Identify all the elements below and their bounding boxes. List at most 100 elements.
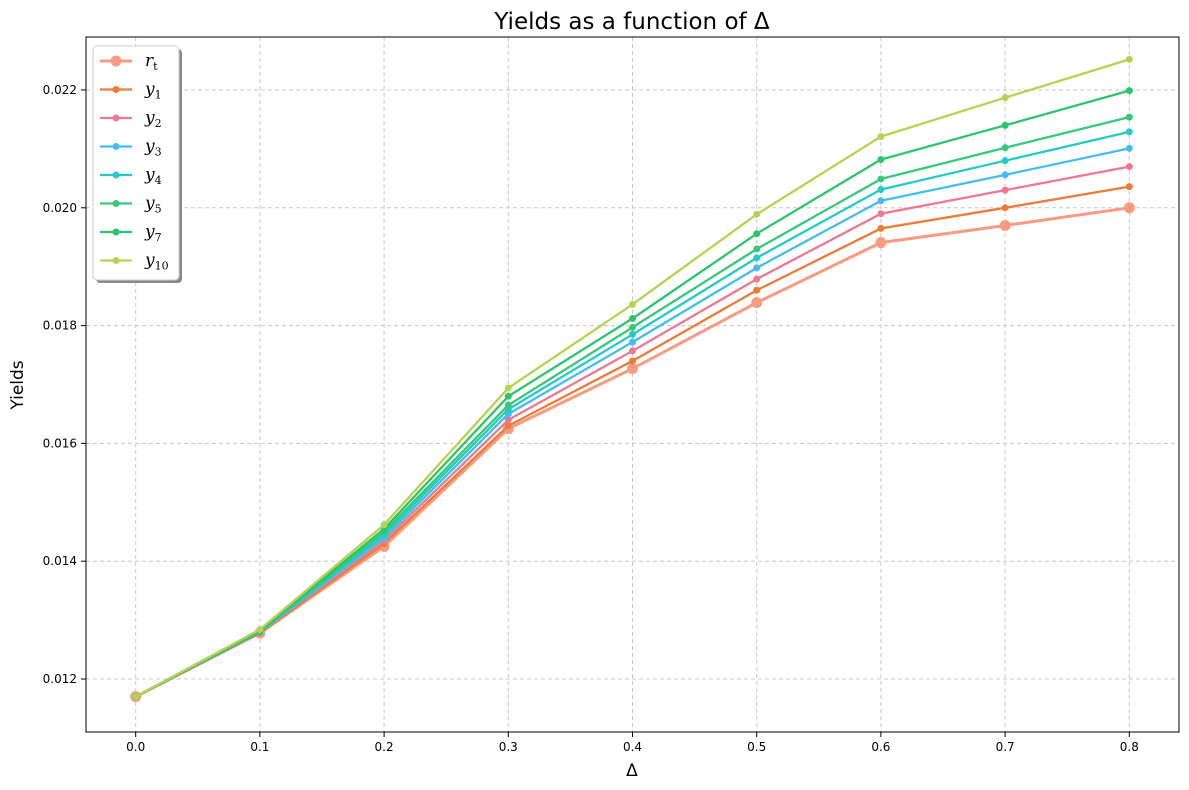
data-point [877, 133, 885, 141]
series-y-1 [132, 183, 1133, 701]
data-point [132, 693, 140, 701]
data-point [875, 237, 887, 249]
data-point [1001, 121, 1009, 129]
series-layer [130, 55, 1135, 703]
data-point [1125, 144, 1133, 152]
data-point [753, 210, 761, 218]
data-point [629, 357, 636, 365]
legend-item: y1 [100, 80, 162, 102]
data-point [1001, 144, 1009, 152]
legend-label: rt [145, 51, 158, 73]
data-point [1125, 113, 1133, 121]
data-point [877, 197, 885, 205]
data-point [1123, 202, 1135, 214]
data-point [877, 186, 885, 194]
data-point [629, 323, 636, 331]
data-point [504, 392, 512, 400]
legend-label-main: y [144, 165, 155, 185]
legend-swatch-marker [112, 171, 120, 179]
data-point [877, 224, 885, 232]
data-point [877, 210, 885, 218]
legend-label: y2 [144, 108, 162, 130]
legend-swatch-marker [112, 257, 120, 264]
data-point [504, 416, 512, 424]
legend-label-sub: 3 [155, 146, 162, 159]
data-point [504, 422, 512, 430]
y-tick-label: 0.014 [43, 554, 77, 568]
data-point [877, 156, 885, 164]
data-point [753, 254, 761, 262]
legend-swatch-marker [112, 200, 120, 207]
legend-swatch-marker [112, 228, 120, 236]
legend-label-main: y [144, 194, 155, 214]
legend-item: y7 [100, 222, 162, 244]
data-point [256, 626, 264, 634]
legend-label-main: r [145, 51, 154, 71]
x-axis-title: Δ [626, 761, 638, 781]
data-point [1001, 171, 1009, 179]
data-point [504, 401, 512, 409]
data-point [753, 230, 761, 238]
legend-label: y5 [144, 194, 162, 216]
legend-label-main: y [144, 137, 155, 157]
data-point [751, 297, 763, 309]
legend-label-main: y [144, 108, 155, 128]
data-point [629, 338, 636, 346]
data-point [1001, 204, 1009, 212]
legend-swatch-marker [112, 86, 120, 93]
legend-label-sub: 10 [155, 260, 169, 273]
legend-label-sub: 2 [155, 117, 162, 130]
y-tick-label: 0.022 [43, 83, 77, 97]
legend-label-sub: 7 [155, 231, 162, 244]
x-tick-label: 0.0 [126, 740, 145, 754]
data-point [1125, 128, 1133, 136]
axis-ticks: 0.0 0.1 0.2 0.3 0.4 0.5 0.6 0.7 0.8 0.012 0.014 0.0… [43, 83, 1139, 754]
data-point [999, 219, 1011, 231]
legend-label: y10 [144, 251, 169, 273]
data-point [629, 330, 636, 338]
x-tick-label: 0.1 [250, 740, 269, 754]
legend-item: y2 [100, 108, 162, 130]
y-tick-label: 0.012 [43, 672, 77, 686]
legend-label-main: y [144, 80, 155, 100]
data-point [1001, 157, 1009, 165]
data-point [629, 315, 636, 323]
data-point [1001, 94, 1009, 102]
y-tick-label: 0.018 [43, 319, 77, 333]
legend-item: y10 [100, 251, 169, 273]
data-point [753, 275, 761, 283]
data-point [1125, 183, 1133, 191]
x-tick-label: 0.2 [375, 740, 394, 754]
data-point [380, 521, 388, 529]
data-point [627, 363, 638, 375]
legend-label: y3 [144, 137, 162, 159]
legend-label-sub: 5 [155, 203, 162, 216]
legend-item: y4 [100, 165, 162, 187]
data-point [753, 286, 761, 294]
y-tick-label: 0.020 [43, 201, 77, 215]
legend-label: y4 [144, 165, 162, 187]
x-tick-label: 0.3 [499, 740, 518, 754]
legend-swatch-marker [112, 143, 120, 150]
legend-label-sub: 1 [155, 89, 162, 102]
legend-label: y7 [144, 222, 162, 244]
grid [86, 37, 1179, 732]
x-tick-label: 0.4 [623, 740, 642, 754]
series-y-10 [132, 55, 1133, 701]
legend-box [92, 45, 180, 281]
legend-label-main: y [144, 251, 155, 271]
x-tick-label: 0.7 [996, 740, 1015, 754]
data-point [753, 245, 761, 253]
data-point [1125, 55, 1133, 63]
legend-label-sub: t [153, 60, 158, 73]
legend-label: y1 [144, 80, 162, 102]
x-tick-label: 0.6 [871, 740, 890, 754]
data-point [504, 384, 512, 392]
data-point [753, 264, 761, 272]
x-tick-label: 0.5 [747, 740, 766, 754]
data-point [1001, 186, 1009, 194]
chart-title: Yields as a function of Δ [493, 9, 770, 35]
legend-item: y5 [100, 194, 162, 216]
